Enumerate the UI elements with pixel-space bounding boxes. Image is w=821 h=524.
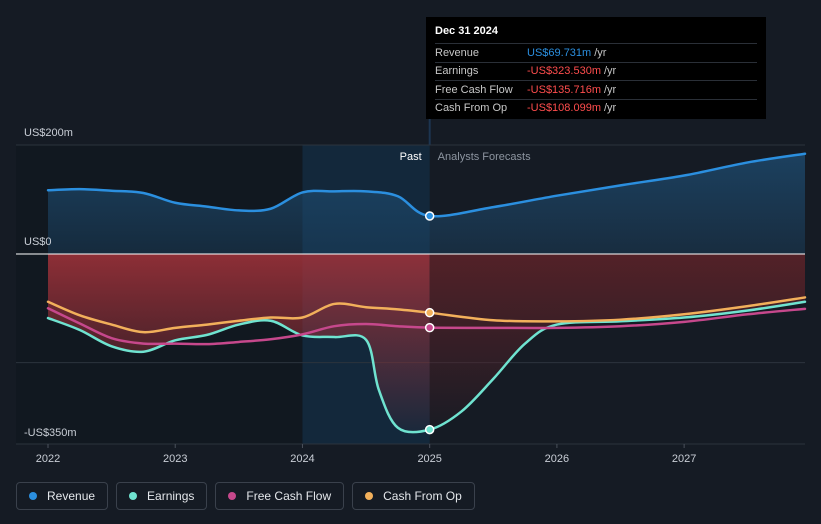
tooltip-unit: /yr [604,83,617,96]
x-tick-label: 2025 [417,453,441,465]
legend-label: Revenue [47,489,96,503]
legend-dot-icon [365,492,374,500]
revenue-area [48,153,805,254]
legend-dot-icon [129,492,138,500]
x-tick-label: 2023 [163,453,187,465]
past-label: Past [400,151,422,163]
chart-tooltip: Dec 31 2024 Revenue US$69.731m /yr Earni… [426,17,766,119]
legend-dot-icon [29,492,37,500]
tooltip-label: Revenue [435,46,480,59]
tooltip-row-cash-from-op: Cash From Op -US$108.099m /yr [435,98,757,118]
earnings-area-past [48,254,430,433]
x-tick-label: 2022 [36,453,60,465]
legend-item-earnings[interactable]: Earnings [116,482,208,510]
tooltip-row-earnings: Earnings -US$323.530m /yr [435,61,757,81]
y-label-bottom: -US$350m [24,427,77,439]
tooltip-value: -US$323.530m [527,65,601,78]
tooltip-label: Free Cash Flow [435,83,513,96]
legend-label: Free Cash Flow [246,489,332,503]
tooltip-label: Earnings [435,65,479,78]
tooltip-unit: /yr [604,65,617,78]
tooltip-value: -US$135.716m [527,83,601,96]
earnings-area-forecast [429,254,805,430]
legend-label: Earnings [147,489,195,503]
revenue-line [46,152,807,218]
tooltip-label: Cash From Op [435,102,508,115]
legend-item-cash-from-op[interactable]: Cash From Op [352,482,475,510]
y-label-top: US$200m [24,127,73,139]
tooltip-value: US$69.731m [527,46,592,59]
x-tick-label: 2024 [290,453,314,465]
forecast-label: Analysts Forecasts [438,151,531,163]
free-cash-flow-marker [424,322,435,333]
legend-item-revenue[interactable]: Revenue [16,482,109,510]
tooltip-row-revenue: Revenue US$69.731m /yr [435,43,757,62]
legend-label: Cash From Op [383,489,462,503]
cash-from-op-line [46,296,807,334]
legend-dot-icon [228,492,237,500]
legend-item-free-cash-flow[interactable]: Free Cash Flow [215,482,345,510]
earnings-marker [424,424,435,435]
tooltip-row-free-cash-flow: Free Cash Flow -US$135.716m /yr [435,80,757,99]
tooltip-unit: /yr [604,102,617,115]
y-label-zero: US$0 [24,236,52,248]
tooltip-date: Dec 31 2024 [435,25,498,37]
revenue-marker [424,211,435,221]
tooltip-value: -US$108.099m [527,102,601,115]
tooltip-unit: /yr [594,46,607,59]
cash-from-op-marker [424,307,435,318]
free-cash-flow-line [46,307,807,346]
x-tick-label: 2026 [545,453,569,465]
chart-legend: Revenue Earnings Free Cash Flow Cash Fro… [16,482,475,510]
x-tick-label: 2027 [672,453,696,465]
